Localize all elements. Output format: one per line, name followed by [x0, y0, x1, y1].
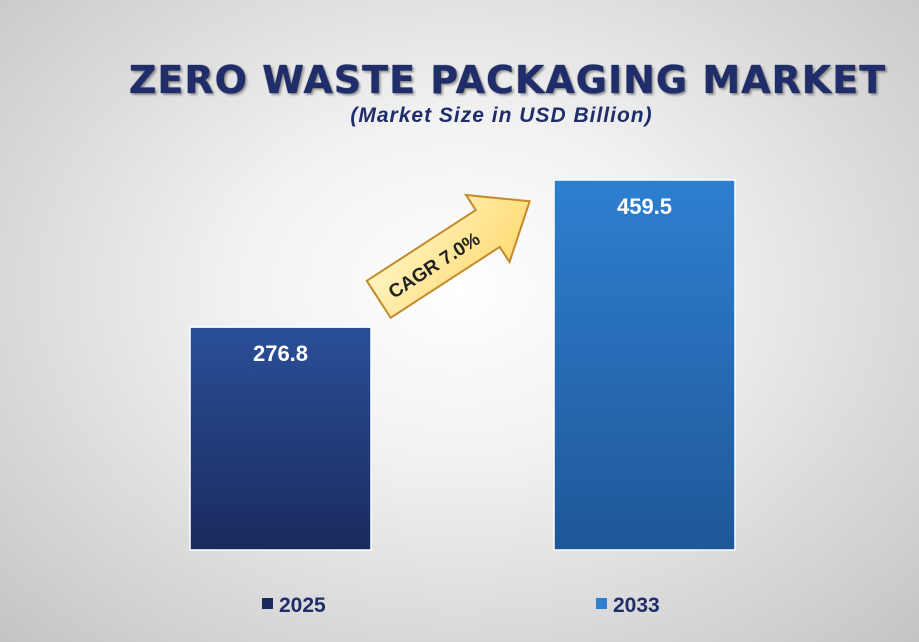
bar-2025: [189, 326, 372, 551]
legend-swatch-2033: [596, 598, 607, 609]
legend-label-2025: 2025: [279, 594, 326, 617]
chart-title: ZERO WASTE PACKAGING MARKET: [128, 58, 887, 102]
cagr-arrow: CAGR 7.0%: [365, 193, 532, 320]
legend-label-2033: 2033: [613, 594, 660, 617]
chart-subtitle: (Market Size in USD Billion): [350, 104, 653, 127]
legend-swatch-2025: [262, 598, 273, 609]
data-label-2033: 459.5: [617, 194, 672, 219]
data-label-2025: 276.8: [253, 341, 308, 366]
bar-2033: [553, 179, 736, 551]
